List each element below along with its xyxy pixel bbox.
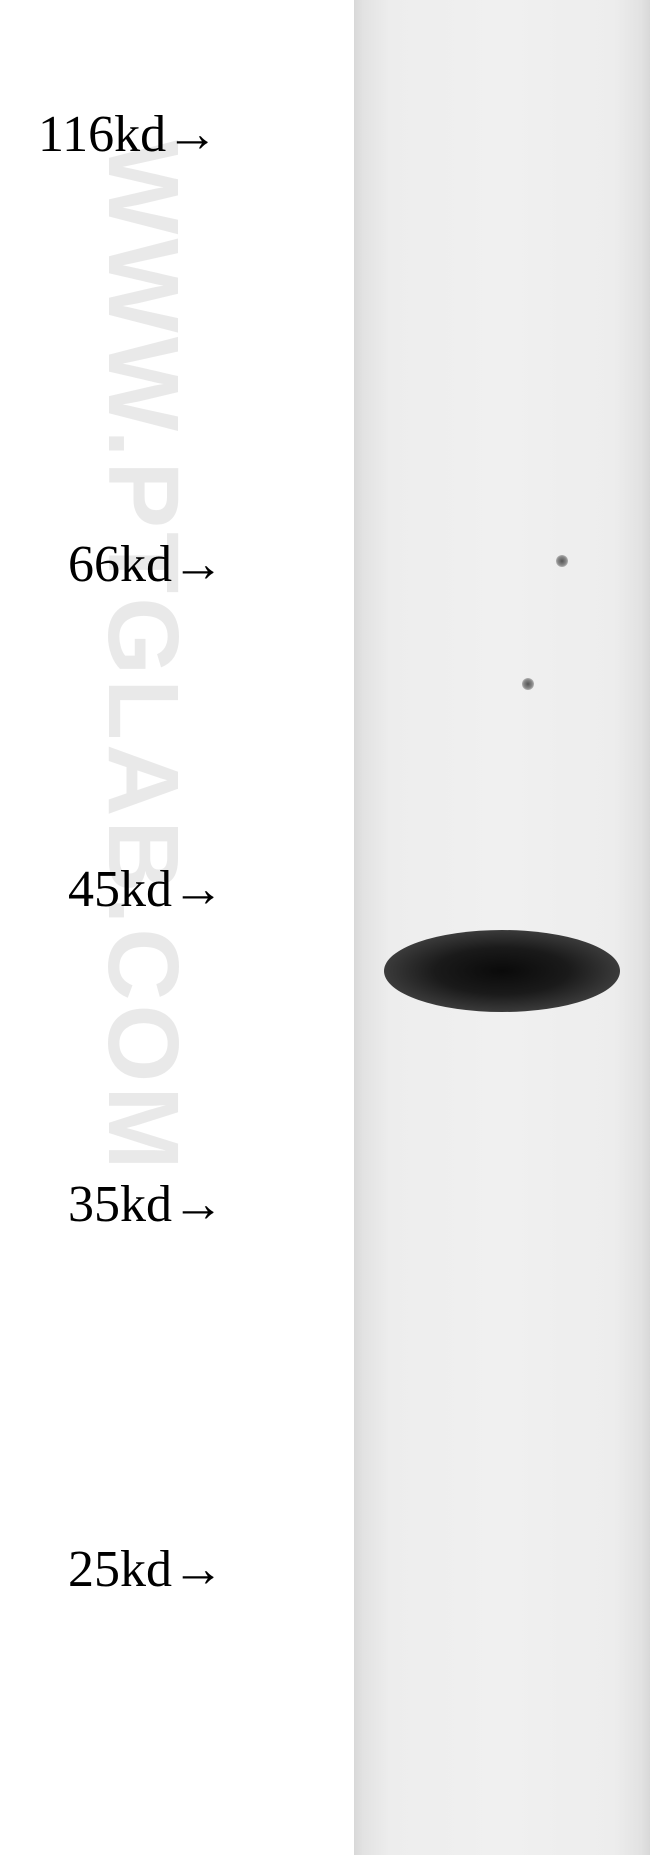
marker-116kd: 116kd→ bbox=[38, 105, 218, 164]
artifact-spot-2 bbox=[522, 678, 534, 690]
gel-lane bbox=[354, 0, 650, 1855]
marker-45kd: 45kd→ bbox=[68, 860, 224, 919]
watermark-text: WWW.PTGLAB.COM bbox=[85, 140, 200, 1174]
protein-band bbox=[384, 930, 620, 1012]
artifact-spot-1 bbox=[556, 555, 568, 567]
marker-66kd: 66kd→ bbox=[68, 535, 224, 594]
marker-35kd: 35kd→ bbox=[68, 1175, 224, 1234]
marker-25kd: 25kd→ bbox=[68, 1540, 224, 1599]
western-blot-container: WWW.PTGLAB.COM 116kd→ 66kd→ 45kd→ 35kd→ … bbox=[0, 0, 650, 1855]
